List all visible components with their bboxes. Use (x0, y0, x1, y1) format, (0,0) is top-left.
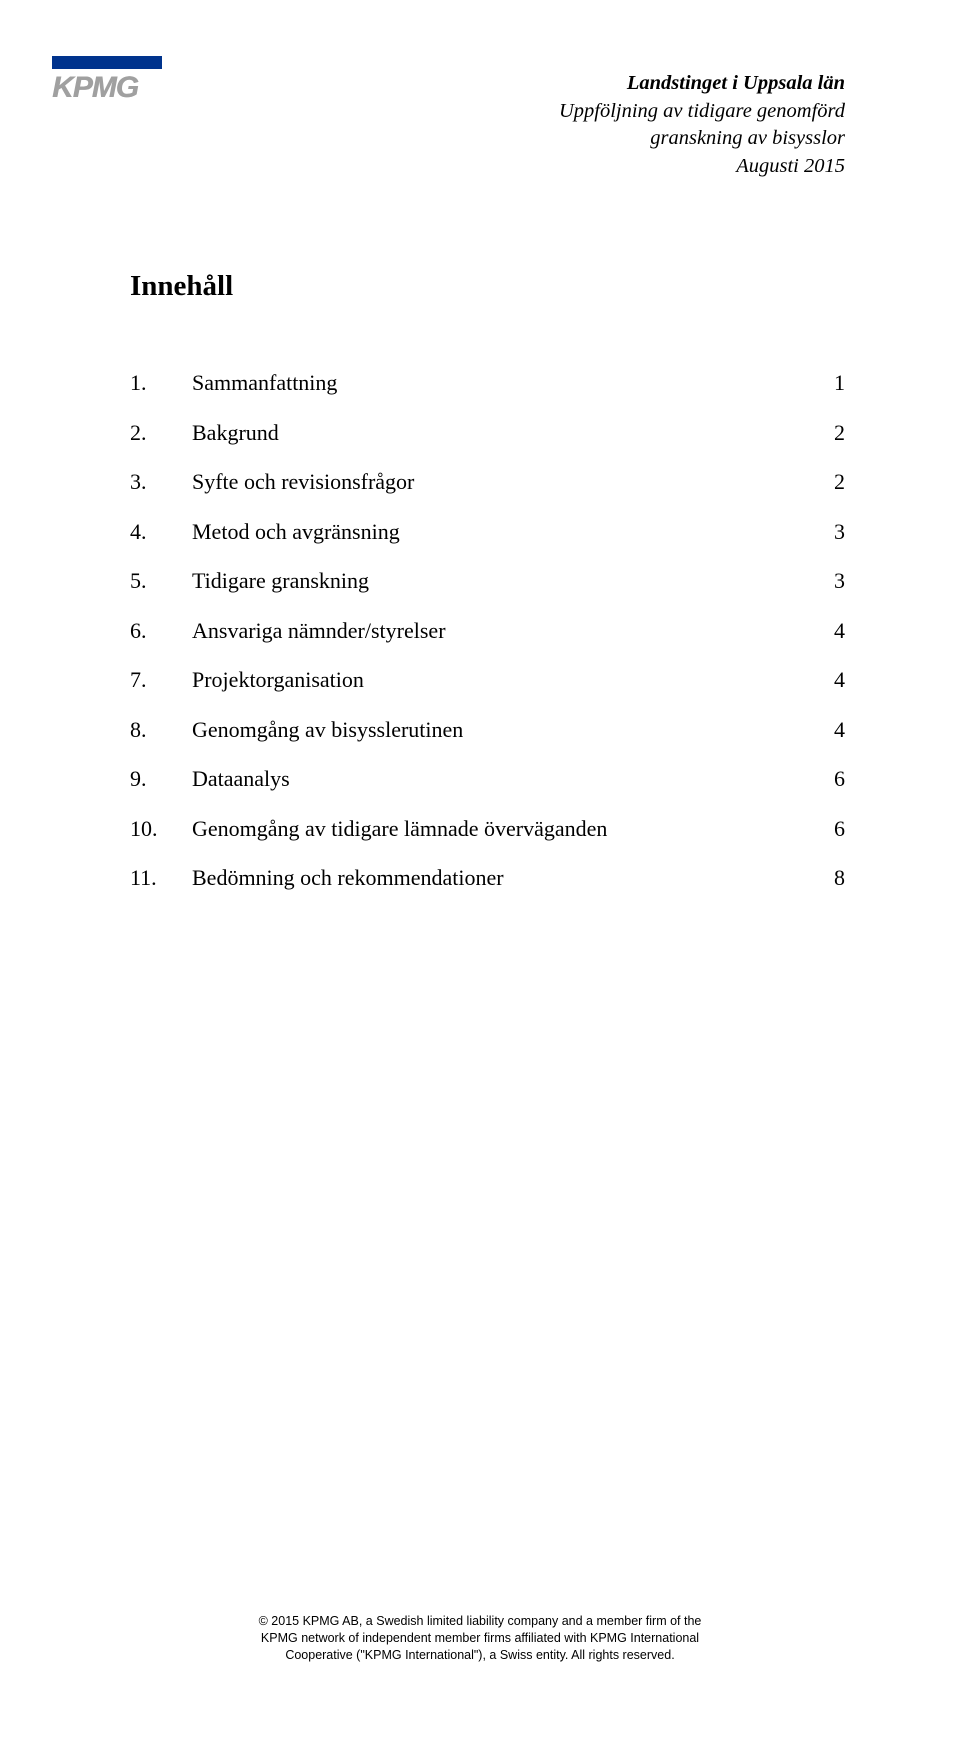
toc-num: 6. (130, 618, 192, 644)
toc-page: 8 (805, 865, 845, 891)
toc-row: 8. Genomgång av bisysslerutinen 4 (130, 717, 845, 743)
toc-label: Genomgång av tidigare lämnade övervägand… (192, 816, 805, 842)
toc-row: 11. Bedömning och rekommendationer 8 (130, 865, 845, 891)
toc-num: 7. (130, 667, 192, 693)
toc-num: 5. (130, 568, 192, 594)
toc-label: Dataanalys (192, 766, 805, 792)
page-title: Innehåll (130, 270, 233, 303)
toc-page: 1 (805, 370, 845, 396)
toc-label: Projektorganisation (192, 667, 805, 693)
footer-line-2: KPMG network of independent member firms… (0, 1630, 960, 1647)
toc-page: 4 (805, 618, 845, 644)
toc-row: 10. Genomgång av tidigare lämnade övervä… (130, 816, 845, 842)
toc-num: 11. (130, 865, 192, 891)
header-line-3: granskning av bisysslor (559, 125, 845, 153)
toc-page: 2 (805, 420, 845, 446)
toc-page: 4 (805, 717, 845, 743)
toc-num: 1. (130, 370, 192, 396)
toc-num: 3. (130, 469, 192, 495)
toc-row: 1. Sammanfattning 1 (130, 370, 845, 396)
toc-row: 3. Syfte och revisionsfrågor 2 (130, 469, 845, 495)
document-page: KPMG Landstinget i Uppsala län Uppföljni… (0, 0, 960, 1754)
toc-page: 6 (805, 816, 845, 842)
toc-row: 2. Bakgrund 2 (130, 420, 845, 446)
kpmg-logo: KPMG (52, 56, 162, 105)
footer-line-1: © 2015 KPMG AB, a Swedish limited liabil… (0, 1613, 960, 1630)
header-line-2: Uppföljning av tidigare genomförd (559, 98, 845, 126)
toc-label: Metod och avgränsning (192, 519, 805, 545)
header-block: Landstinget i Uppsala län Uppföljning av… (559, 70, 845, 181)
toc-num: 2. (130, 420, 192, 446)
toc-label: Sammanfattning (192, 370, 805, 396)
toc-label: Bakgrund (192, 420, 805, 446)
toc-page: 6 (805, 766, 845, 792)
toc-label: Bedömning och rekommendationer (192, 865, 805, 891)
toc-label: Tidigare granskning (192, 568, 805, 594)
toc-row: 7. Projektorganisation 4 (130, 667, 845, 693)
copyright-footer: © 2015 KPMG AB, a Swedish limited liabil… (0, 1613, 960, 1664)
toc-num: 4. (130, 519, 192, 545)
toc-label: Syfte och revisionsfrågor (192, 469, 805, 495)
toc-page: 3 (805, 519, 845, 545)
toc-num: 9. (130, 766, 192, 792)
header-line-4: Augusti 2015 (559, 153, 845, 181)
toc-label: Genomgång av bisysslerutinen (192, 717, 805, 743)
header-line-1: Landstinget i Uppsala län (559, 70, 845, 98)
toc-label: Ansvariga nämnder/styrelser (192, 618, 805, 644)
toc-row: 6. Ansvariga nämnder/styrelser 4 (130, 618, 845, 644)
table-of-contents: 1. Sammanfattning 1 2. Bakgrund 2 3. Syf… (130, 370, 845, 915)
toc-num: 8. (130, 717, 192, 743)
toc-row: 9. Dataanalys 6 (130, 766, 845, 792)
logo-text: KPMG (52, 71, 162, 105)
toc-page: 2 (805, 469, 845, 495)
toc-page: 3 (805, 568, 845, 594)
toc-row: 5. Tidigare granskning 3 (130, 568, 845, 594)
logo-bar (52, 56, 162, 69)
toc-num: 10. (130, 816, 192, 842)
toc-page: 4 (805, 667, 845, 693)
toc-row: 4. Metod och avgränsning 3 (130, 519, 845, 545)
footer-line-3: Cooperative ("KPMG International"), a Sw… (0, 1647, 960, 1664)
